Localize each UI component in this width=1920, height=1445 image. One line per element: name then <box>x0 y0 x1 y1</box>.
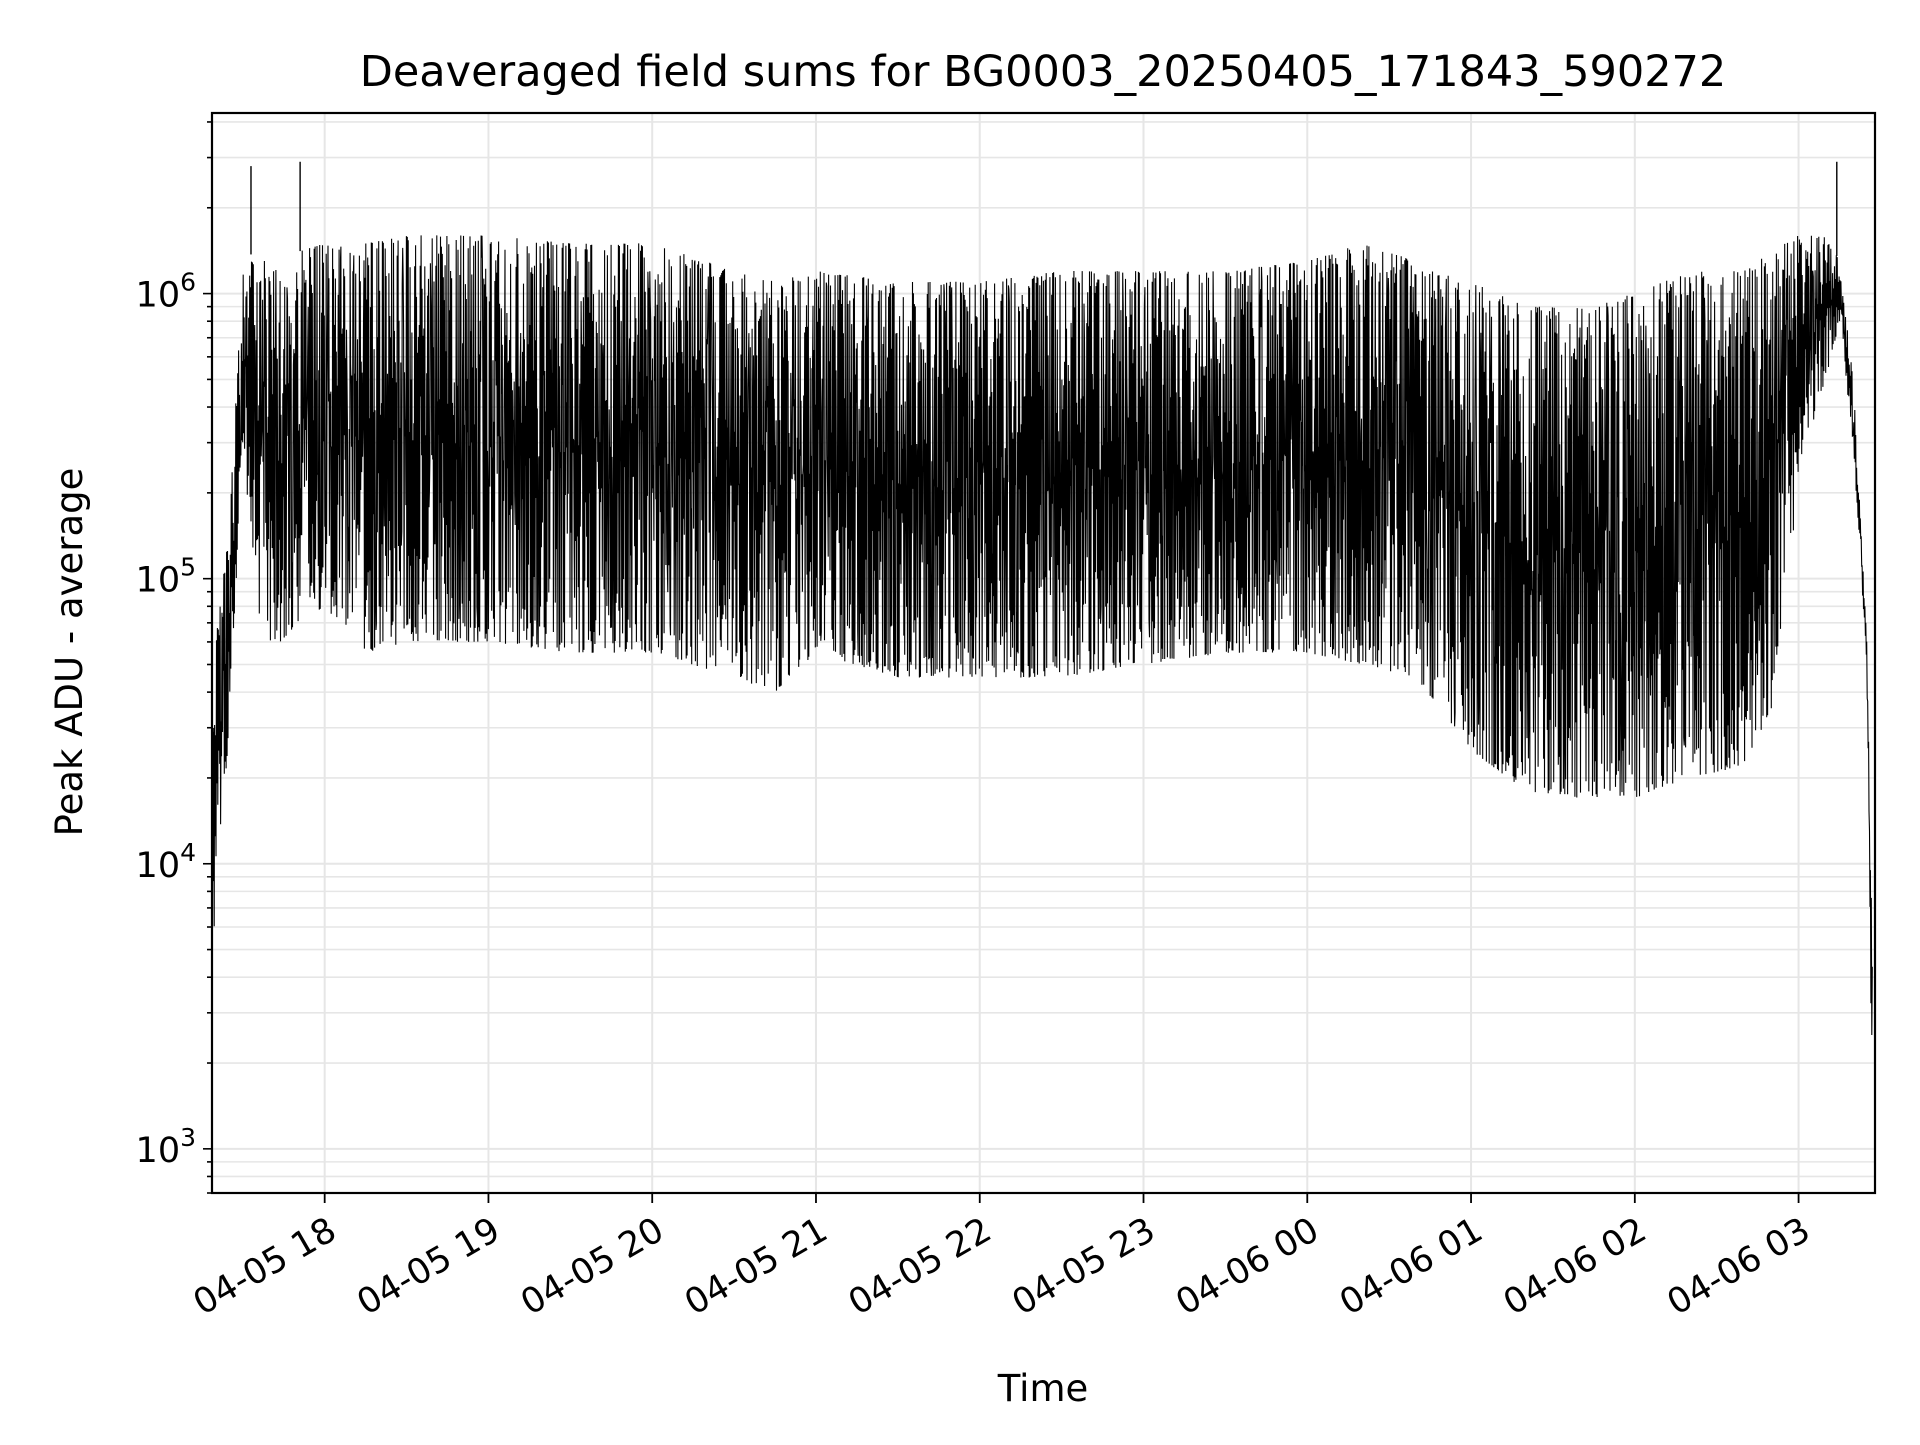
y-tick-label: 104 <box>136 838 196 886</box>
plot-frame <box>210 111 1877 1195</box>
series-line <box>212 235 1873 1036</box>
chart-title: Deaveraged field sums for BG0003_2025040… <box>360 47 1727 97</box>
y-axis-label: Peak ADU - average <box>48 468 91 837</box>
y-tick-label: 105 <box>136 553 196 601</box>
data-layer <box>212 161 1873 1036</box>
y-tick-label: 106 <box>136 268 196 316</box>
x-axis-label: Time <box>997 1367 1089 1410</box>
y-tick-label: 103 <box>136 1123 196 1171</box>
